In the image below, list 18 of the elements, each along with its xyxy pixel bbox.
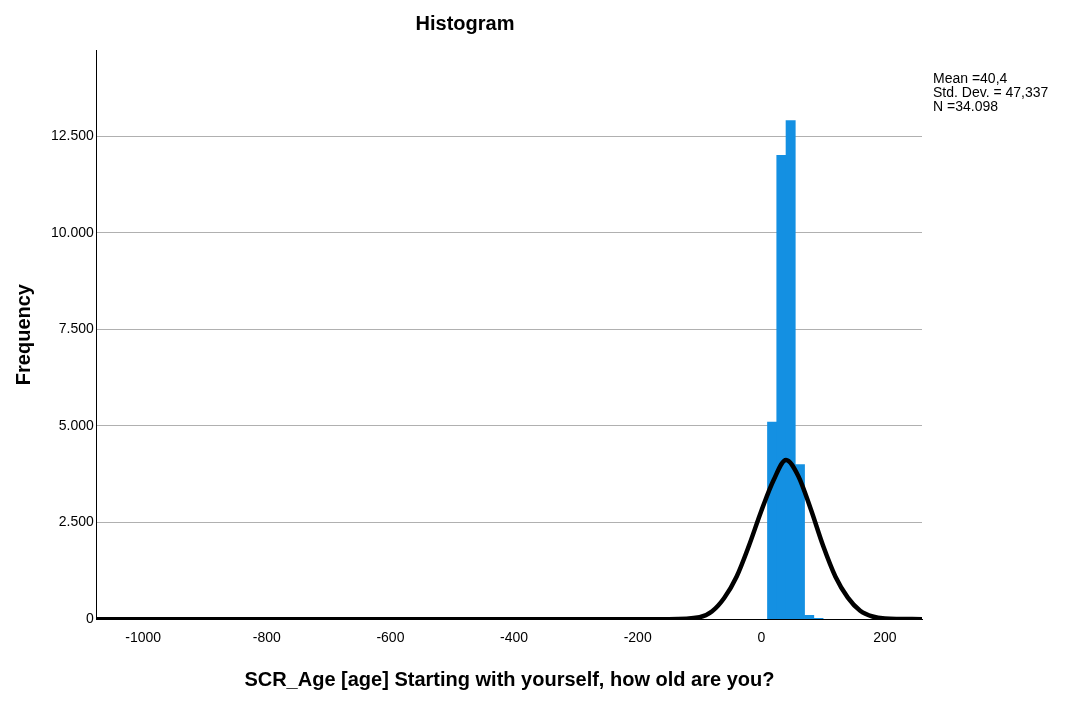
y-tick-label: 10.000 <box>50 223 95 240</box>
x-tick-label: 0 <box>757 629 766 646</box>
text: Mean =40,4 <box>933 69 1008 86</box>
y-tick-label: 5.000 <box>58 416 95 433</box>
y-tick-label: 7.500 <box>58 320 95 337</box>
y-axis-title: Frequency <box>11 283 34 386</box>
x-tick-label: -1000 <box>125 629 162 646</box>
y-tick-label: 12.500 <box>50 126 95 143</box>
x-tick-label: -200 <box>623 629 652 646</box>
chart-title: Histogram <box>415 11 515 34</box>
x-tick-label: -400 <box>500 629 529 646</box>
text: N =34.098 <box>933 97 999 114</box>
y-tick-label: 0 <box>86 610 95 627</box>
x-tick-label: 200 <box>873 629 897 646</box>
x-tick-label: -800 <box>252 629 282 646</box>
x-axis-title: SCR_Age [age] Starting with yourself, how old are you? <box>244 667 775 690</box>
x-tick-label: -600 <box>376 629 405 646</box>
y-tick-label: 2.500 <box>58 513 95 530</box>
